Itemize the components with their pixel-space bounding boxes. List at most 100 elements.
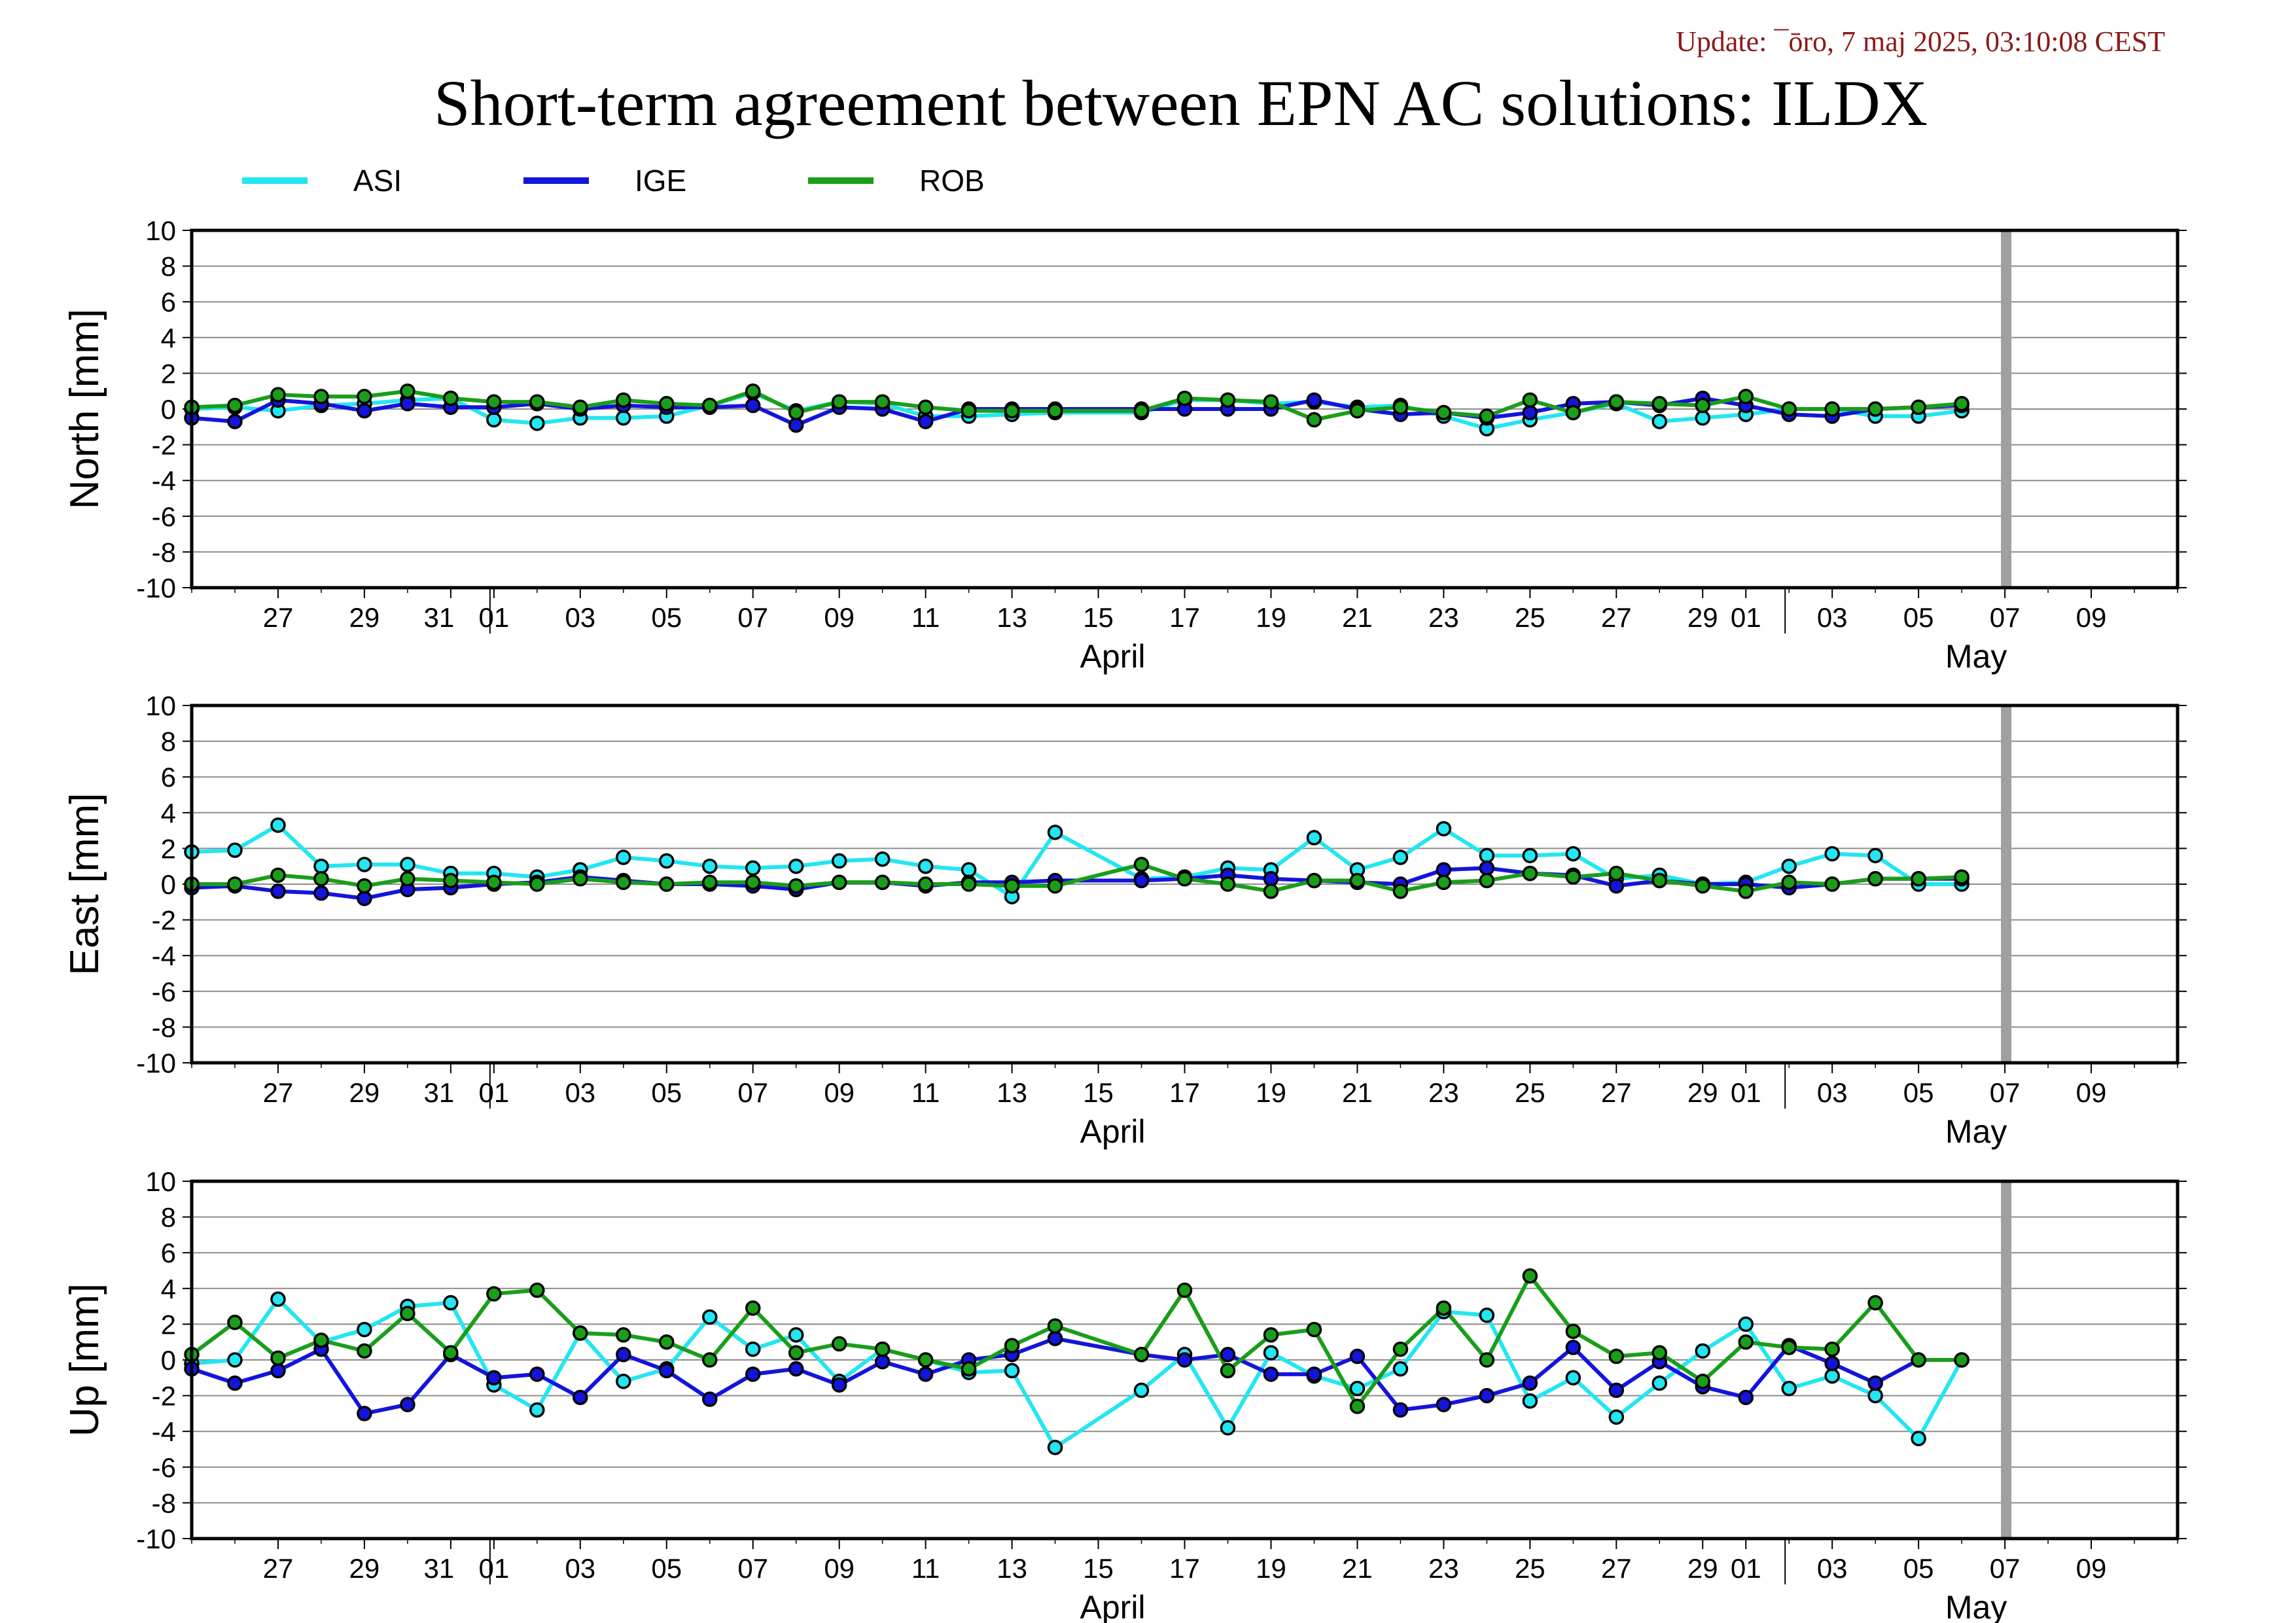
data-point-rob bbox=[1653, 1346, 1666, 1359]
data-point-rob bbox=[1264, 395, 1277, 408]
data-point-ige bbox=[1351, 1350, 1364, 1363]
x-tick-label: 15 bbox=[1083, 602, 1114, 633]
data-point-rob bbox=[401, 1307, 414, 1320]
data-point-asi bbox=[1049, 1441, 1062, 1454]
x-tick-label: 01 bbox=[1731, 1077, 1761, 1108]
data-point-rob bbox=[833, 1337, 846, 1350]
x-tick-label: 05 bbox=[1903, 1077, 1934, 1108]
data-point-asi bbox=[1135, 1383, 1148, 1397]
data-point-ige bbox=[1610, 880, 1623, 893]
y-tick-label: 10 bbox=[145, 215, 176, 246]
data-point-rob bbox=[1523, 1270, 1536, 1283]
data-point-rob bbox=[574, 1327, 587, 1340]
data-point-ige bbox=[790, 419, 803, 432]
data-point-rob bbox=[660, 397, 673, 410]
data-point-rob bbox=[747, 876, 760, 889]
data-point-asi bbox=[487, 413, 501, 426]
y-tick-label: 8 bbox=[161, 251, 176, 282]
x-tick-label: 21 bbox=[1342, 1553, 1373, 1584]
month-label: May bbox=[1945, 638, 2007, 675]
data-point-rob bbox=[1523, 393, 1536, 406]
data-point-rob bbox=[315, 1334, 328, 1347]
panel-up: 1086420-2-4-6-8-10Up [mm]27 29 31 01 03 05 07 0… bbox=[62, 1166, 2187, 1623]
data-point-asi bbox=[1480, 1309, 1493, 1322]
data-point-ige bbox=[1307, 1368, 1320, 1381]
x-tick-label: 01 bbox=[1731, 1553, 1761, 1584]
y-tick-label: 2 bbox=[161, 358, 176, 389]
data-point-rob bbox=[1782, 1341, 1795, 1354]
current-date-marker bbox=[2001, 1181, 2011, 1539]
data-point-rob bbox=[876, 395, 889, 408]
data-point-asi bbox=[963, 863, 976, 876]
data-point-ige bbox=[1739, 1391, 1752, 1404]
data-point-rob bbox=[790, 406, 803, 419]
y-tick-label: -2 bbox=[152, 430, 176, 461]
data-point-asi bbox=[1782, 860, 1795, 873]
data-point-rob bbox=[1480, 874, 1493, 887]
data-point-ige bbox=[617, 1348, 630, 1361]
y-tick-label: -10 bbox=[136, 1048, 176, 1079]
x-tick-label: 25 bbox=[1515, 1553, 1545, 1584]
x-tick-label: 31 bbox=[424, 602, 455, 633]
data-point-asi bbox=[1696, 412, 1709, 425]
data-point-ige bbox=[1480, 1389, 1493, 1402]
data-point-rob bbox=[1006, 1339, 1019, 1352]
data-point-asi bbox=[1307, 831, 1320, 844]
data-point-rob bbox=[963, 1363, 976, 1376]
data-point-asi bbox=[876, 853, 889, 866]
data-point-ige bbox=[358, 892, 371, 905]
data-point-rob bbox=[876, 876, 889, 889]
data-point-asi bbox=[703, 1310, 716, 1323]
data-point-rob bbox=[1610, 867, 1623, 880]
data-point-ige bbox=[1307, 393, 1320, 406]
data-point-asi bbox=[401, 858, 414, 871]
data-point-rob bbox=[272, 1351, 285, 1364]
data-point-asi bbox=[703, 860, 716, 873]
y-tick-label: -6 bbox=[152, 1452, 176, 1483]
legend-label: ROB bbox=[919, 164, 985, 198]
month-label: April bbox=[1080, 638, 1146, 675]
data-point-asi bbox=[919, 860, 932, 873]
x-tick-label: 09 bbox=[824, 602, 855, 633]
data-point-ige bbox=[1178, 1353, 1192, 1366]
data-point-rob bbox=[1955, 1353, 1968, 1366]
data-point-rob bbox=[401, 385, 414, 398]
data-point-asi bbox=[1523, 849, 1536, 862]
data-point-ige bbox=[1566, 1341, 1580, 1354]
data-point-rob bbox=[1394, 1343, 1407, 1356]
data-point-asi bbox=[1912, 1432, 1925, 1445]
x-tick-label: 07 bbox=[1990, 1553, 2021, 1584]
data-point-asi bbox=[1480, 849, 1493, 862]
data-point-ige bbox=[574, 1391, 587, 1404]
data-point-rob bbox=[1912, 401, 1925, 414]
data-point-rob bbox=[358, 390, 371, 403]
data-point-asi bbox=[833, 855, 846, 868]
x-tick-label: 29 bbox=[1687, 1077, 1718, 1108]
data-point-ige bbox=[1523, 406, 1536, 419]
x-tick-label: 05 bbox=[651, 1553, 682, 1584]
data-point-asi bbox=[1566, 1371, 1580, 1384]
data-point-rob bbox=[1696, 399, 1709, 412]
data-point-ige bbox=[401, 397, 414, 410]
data-point-asi bbox=[1653, 1376, 1666, 1389]
x-tick-label: 01 bbox=[478, 1553, 509, 1584]
y-axis-label: Up [mm] bbox=[62, 1283, 107, 1436]
y-tick-label: -2 bbox=[152, 905, 176, 936]
data-point-rob bbox=[1178, 392, 1192, 405]
data-point-ige bbox=[531, 1368, 544, 1381]
data-point-rob bbox=[1955, 870, 1968, 883]
x-tick-label: 13 bbox=[997, 1553, 1027, 1584]
data-point-rob bbox=[531, 395, 544, 408]
x-tick-label: 29 bbox=[349, 1553, 380, 1584]
data-point-rob bbox=[1566, 1325, 1580, 1338]
month-label: April bbox=[1080, 1589, 1146, 1623]
data-point-ige bbox=[876, 1355, 889, 1368]
x-tick-label: 21 bbox=[1342, 1077, 1373, 1108]
data-point-rob bbox=[1351, 404, 1364, 418]
data-point-rob bbox=[315, 390, 328, 403]
data-point-rob bbox=[703, 399, 716, 412]
data-point-rob bbox=[1955, 397, 1968, 410]
data-point-asi bbox=[1782, 1382, 1795, 1395]
data-point-rob bbox=[1135, 404, 1148, 418]
data-point-rob bbox=[1566, 406, 1580, 419]
